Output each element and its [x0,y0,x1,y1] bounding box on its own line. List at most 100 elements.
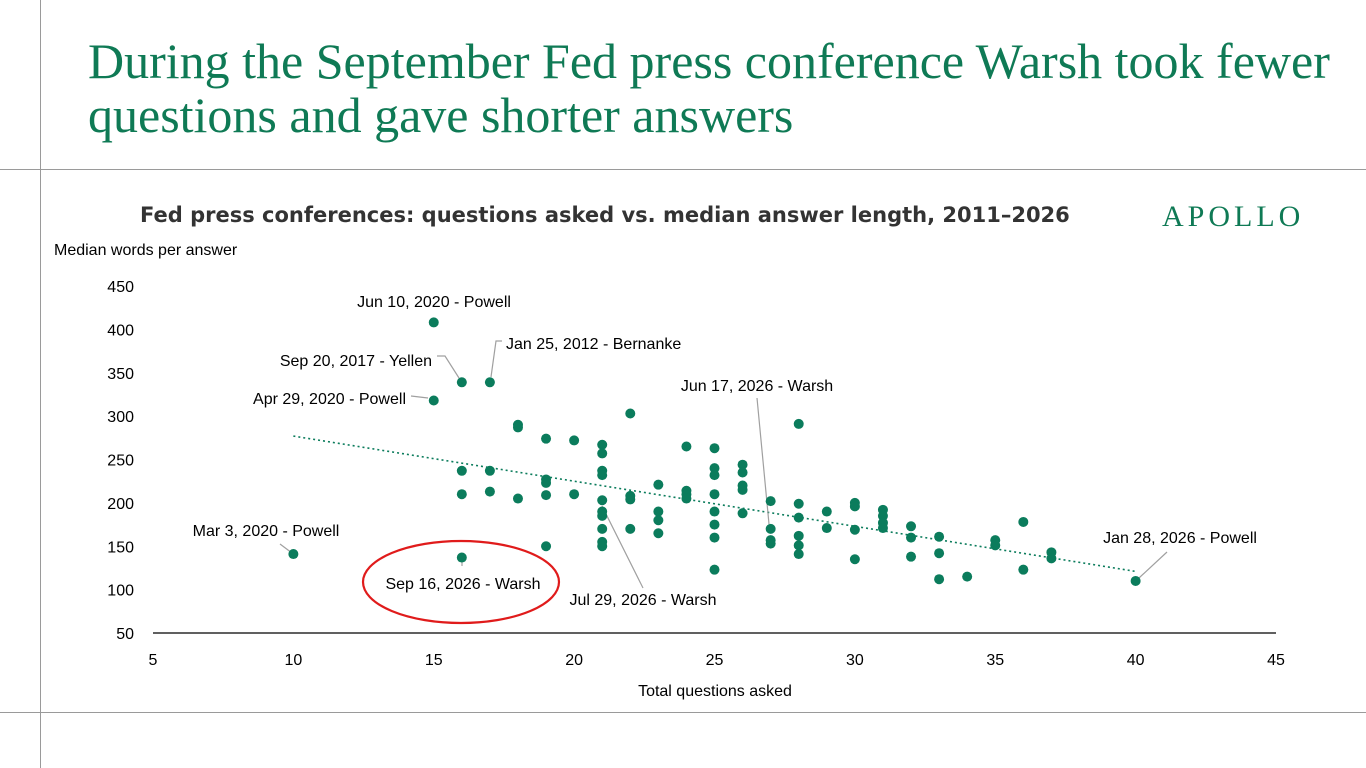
frame-bottom-rule [0,712,1366,713]
data-point [821,523,832,534]
annotation-leader [437,355,460,379]
data-point [653,506,664,517]
brand-logo: APOLLO [1162,200,1305,233]
data-point [1130,575,1141,586]
data-point [681,493,692,504]
data-point [990,540,1001,551]
x-tick-label: 20 [565,652,583,669]
data-point [793,418,804,429]
data-point [541,477,552,488]
y-tick-label: 150 [107,539,134,556]
data-point [456,489,467,500]
data-point [288,549,299,560]
data-point [1018,516,1029,527]
annotation-label: Sep 20, 2017 - Yellen [280,353,432,370]
data-point [428,395,439,406]
data-point [484,465,495,476]
data-point [709,470,720,481]
data-point [737,459,748,470]
annotation-label: Jan 25, 2012 - Bernanke [506,336,681,353]
data-point [793,549,804,560]
data-point [1018,564,1029,575]
data-point [597,523,608,534]
data-point [793,512,804,523]
highlight-ellipse [361,539,561,625]
data-point [597,470,608,481]
annotation-label: Apr 29, 2020 - Powell [253,391,406,408]
data-point [709,463,720,474]
x-tick-label: 15 [425,652,443,669]
data-point [625,494,636,505]
annotation-label: Jul 29, 2026 - Warsh [569,592,716,609]
data-point [484,377,495,388]
frame-top-rule [0,169,1366,170]
data-point [653,479,664,490]
data-point [737,508,748,519]
chart-title: Fed press conferences: questions asked v… [140,203,1070,227]
annotation-label: Jun 10, 2020 - Powell [357,294,511,311]
data-point [906,551,917,562]
data-point [765,523,776,534]
y-tick-label: 350 [107,366,134,383]
data-point [625,523,636,534]
annotation-leader [1138,551,1168,579]
x-tick-label: 35 [986,652,1004,669]
data-point [709,564,720,575]
annotation-labels: Jun 10, 2020 - Powell Sep 20, 2017 - Yell… [193,294,1257,625]
data-point [709,532,720,543]
data-point [597,541,608,552]
data-point [597,439,608,450]
data-point [681,441,692,452]
annotation-label: Jun 17, 2026 - Warsh [681,378,833,395]
y-tick-label: 100 [107,583,134,600]
x-tick-label: 10 [284,652,302,669]
data-point [428,317,439,328]
y-tick-label: 200 [107,496,134,513]
y-axis-label: Median words per answer [54,242,238,259]
data-point [906,532,917,543]
annotation-leader [490,340,502,378]
data-point [456,377,467,388]
frame-vertical-rule [40,0,41,768]
data-point [709,519,720,530]
data-point [597,495,608,506]
data-point [653,515,664,526]
data-point [625,408,636,419]
data-points [288,317,1141,586]
data-point [512,422,523,433]
y-tick-label: 400 [107,322,134,339]
data-point [709,489,720,500]
data-point [484,486,495,497]
data-point [849,501,860,512]
annotation-label: Sep 16, 2026 - Warsh [385,576,540,593]
x-tick-label: 25 [706,652,724,669]
x-tick-label: 45 [1267,652,1285,669]
y-tick-label: 50 [116,626,134,643]
x-tick-label: 5 [149,652,158,669]
data-point [737,467,748,478]
data-point [849,524,860,535]
data-point [934,548,945,559]
y-tick-label: 250 [107,453,134,470]
annotation-label: Jan 28, 2026 - Powell [1103,530,1257,547]
annotation-leader [756,397,770,525]
data-point [1046,553,1057,564]
axes: 5 10 15 20 25 30 35 40 45 50 100 150 200 250 300 350 400… [107,279,1285,669]
x-tick-label: 30 [846,652,864,669]
data-point [934,531,945,542]
data-point [821,506,832,517]
data-point [569,489,580,500]
trendline [293,435,1136,573]
annotation-leader [601,505,644,589]
data-point [793,498,804,509]
data-point [541,541,552,552]
data-point [569,435,580,446]
data-point [709,443,720,454]
data-point [765,496,776,507]
data-point [793,540,804,551]
data-point [653,528,664,539]
trendline-line [293,435,1136,573]
slide-headline: During the September Fed press conferenc… [88,33,1330,143]
data-point [934,574,945,585]
annotation-leader [410,395,429,399]
